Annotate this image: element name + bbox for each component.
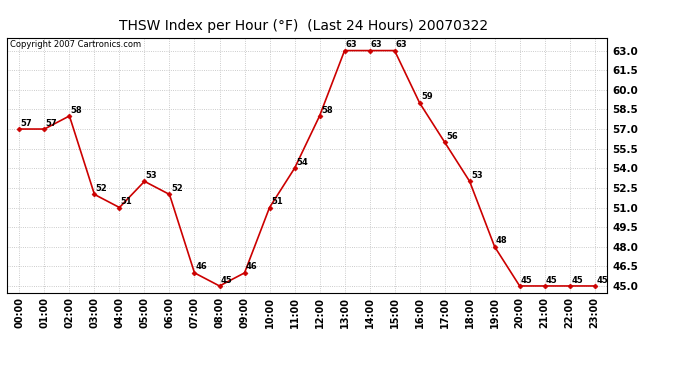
Text: 57: 57 <box>46 118 57 128</box>
Text: THSW Index per Hour (°F)  (Last 24 Hours) 20070322: THSW Index per Hour (°F) (Last 24 Hours)… <box>119 19 488 33</box>
Text: 63: 63 <box>371 40 382 49</box>
Text: 45: 45 <box>521 276 533 285</box>
Text: 46: 46 <box>196 262 208 272</box>
Text: 63: 63 <box>396 40 408 49</box>
Text: 45: 45 <box>546 276 558 285</box>
Text: 45: 45 <box>221 276 233 285</box>
Text: 45: 45 <box>571 276 583 285</box>
Text: Copyright 2007 Cartronics.com: Copyright 2007 Cartronics.com <box>10 40 141 49</box>
Text: 52: 52 <box>171 184 183 193</box>
Text: 52: 52 <box>96 184 108 193</box>
Text: 56: 56 <box>446 132 457 141</box>
Text: 53: 53 <box>471 171 482 180</box>
Text: 46: 46 <box>246 262 257 272</box>
Text: 45: 45 <box>596 276 608 285</box>
Text: 51: 51 <box>121 197 132 206</box>
Text: 51: 51 <box>271 197 283 206</box>
Text: 58: 58 <box>321 106 333 115</box>
Text: 54: 54 <box>296 158 308 167</box>
Text: 57: 57 <box>21 118 32 128</box>
Text: 53: 53 <box>146 171 157 180</box>
Text: 59: 59 <box>421 93 433 102</box>
Text: 63: 63 <box>346 40 357 49</box>
Text: 48: 48 <box>496 236 508 245</box>
Text: 58: 58 <box>71 106 82 115</box>
